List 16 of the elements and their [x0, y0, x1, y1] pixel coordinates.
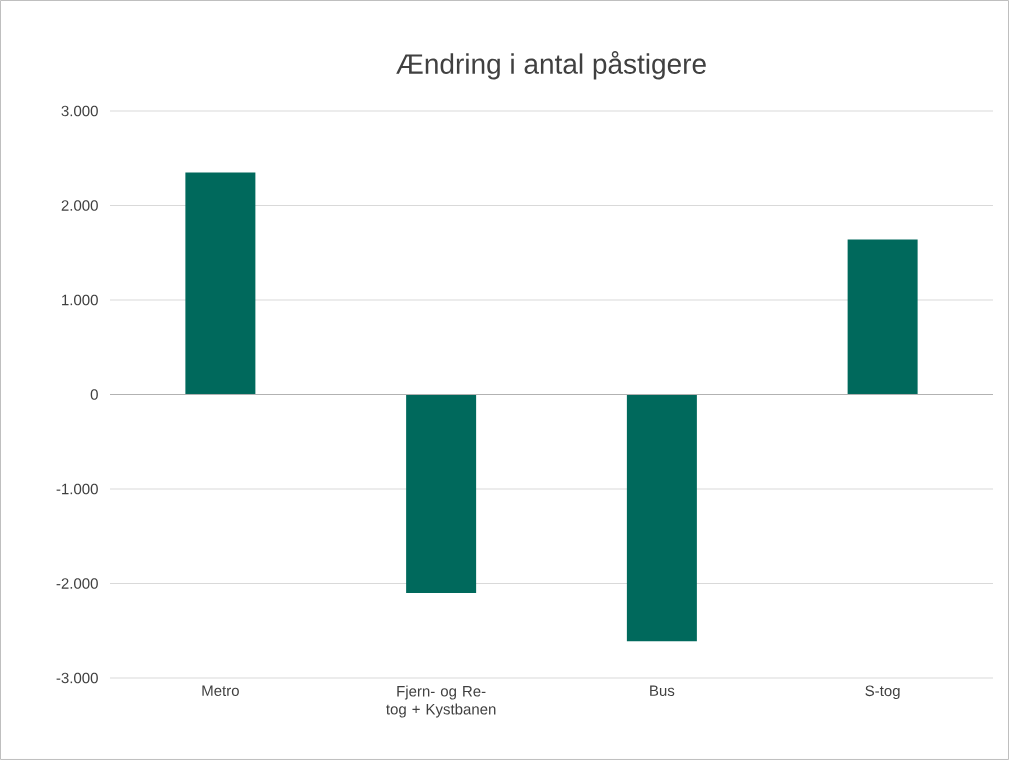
y-tick-label: 1.000	[62, 294, 98, 306]
bar	[847, 239, 918, 395]
bar	[626, 394, 697, 642]
y-tick-label: 0	[90, 389, 98, 400]
x-tick-label: Bus	[650, 685, 675, 696]
x-tick-label: Metro	[202, 685, 239, 696]
y-tick-label: 3.000	[61, 105, 98, 117]
bar	[185, 172, 256, 395]
x-tick-label: Fjern- og Re-tog + Kystbanen	[386, 685, 496, 718]
chart-title: Ændring i antal påstigere	[396, 51, 706, 80]
x-tick-label: S-tog	[865, 685, 900, 700]
y-tick-label: -2.000	[56, 578, 98, 589]
y-tick-label: 2.000	[61, 200, 98, 211]
y-tick-label: -3.000	[56, 672, 98, 684]
y-tick-label: -1.000	[56, 483, 98, 495]
bar	[406, 394, 477, 593]
